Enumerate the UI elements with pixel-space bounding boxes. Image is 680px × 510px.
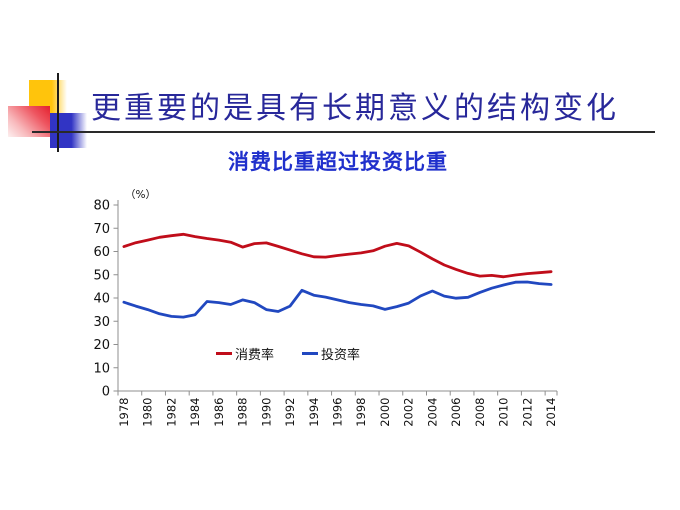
x-axis-label: 1978 <box>117 398 131 427</box>
y-axis-label: 70 <box>93 222 110 237</box>
x-axis-label: 1984 <box>188 398 202 427</box>
decor-blue-square <box>50 113 87 148</box>
chart-title: 消费比重超过投资比重 <box>228 150 448 174</box>
y-axis-label: 40 <box>93 292 110 307</box>
x-axis-label: 2002 <box>402 398 416 427</box>
chart-legend: 消费率 投资率 <box>216 344 360 363</box>
x-axis-label: 2006 <box>449 398 463 427</box>
chart-area: 0 10 20 30 40 50 60 70 80 （%） 1978 1980 1982 1984 1986… <box>80 185 580 440</box>
x-axis-label: 1982 <box>164 398 178 427</box>
x-axis-label: 2014 <box>544 398 558 427</box>
investment-rate-line <box>122 280 553 319</box>
decor-vertical-line <box>57 73 59 152</box>
x-axis-label: 1996 <box>331 398 345 427</box>
investment-legend-swatch <box>302 352 319 355</box>
y-axis-unit-label: （%） <box>125 189 156 201</box>
x-axis-label: 2004 <box>425 398 439 427</box>
x-axis-label: 1986 <box>212 398 226 427</box>
y-axis-label: 30 <box>93 315 110 330</box>
y-axis-label: 20 <box>93 338 110 353</box>
x-axis-label: 1992 <box>283 398 297 427</box>
x-axis-label: 1980 <box>141 398 155 427</box>
x-axis-label: 2008 <box>473 398 487 427</box>
x-axis-label: 2000 <box>378 398 392 427</box>
x-axis-label: 1994 <box>307 398 321 427</box>
title-underline-rule <box>32 131 655 133</box>
y-axis-label: 10 <box>93 361 110 376</box>
legend-item-investment: 投资率 <box>302 344 360 363</box>
chart-svg: 0 10 20 30 40 50 60 70 80 （%） 1978 1980 1982 1984 1986… <box>93 189 558 427</box>
consumption-legend-label: 消费率 <box>235 348 275 363</box>
consumption-legend-swatch <box>216 352 232 355</box>
x-axis-label: 1998 <box>354 398 368 427</box>
y-axis-label: 80 <box>93 199 110 214</box>
slide-title: 更重要的是具有长期意义的结构变化 <box>91 91 619 126</box>
consumption-rate-line <box>122 232 553 279</box>
x-axis-label: 1988 <box>236 398 250 427</box>
y-axis-label: 60 <box>93 245 110 260</box>
y-axis-label: 0 <box>102 385 110 400</box>
y-axis-label: 50 <box>93 268 110 283</box>
legend-item-consumption: 消费率 <box>216 344 274 363</box>
investment-legend-label: 投资率 <box>321 348 361 363</box>
x-axis-label: 2010 <box>497 398 511 427</box>
x-axis-label: 2012 <box>520 398 534 427</box>
x-axis-label: 1990 <box>259 398 273 427</box>
